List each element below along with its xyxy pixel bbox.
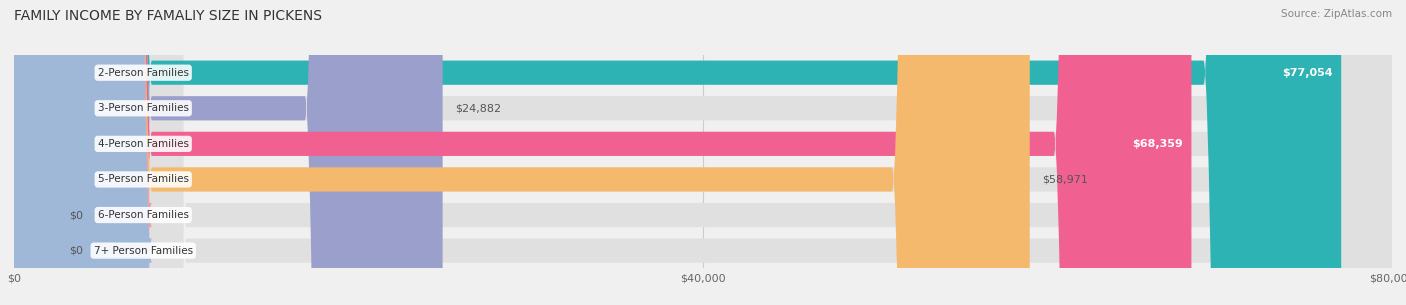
Text: 3-Person Families: 3-Person Families bbox=[98, 103, 188, 113]
FancyBboxPatch shape bbox=[14, 0, 1392, 305]
Text: 4-Person Families: 4-Person Families bbox=[98, 139, 188, 149]
Text: 2-Person Families: 2-Person Families bbox=[98, 68, 188, 78]
Text: Source: ZipAtlas.com: Source: ZipAtlas.com bbox=[1281, 9, 1392, 19]
Text: 6-Person Families: 6-Person Families bbox=[98, 210, 188, 220]
FancyBboxPatch shape bbox=[14, 0, 1392, 305]
FancyBboxPatch shape bbox=[0, 0, 152, 305]
Text: $24,882: $24,882 bbox=[454, 103, 501, 113]
Text: FAMILY INCOME BY FAMALIY SIZE IN PICKENS: FAMILY INCOME BY FAMALIY SIZE IN PICKENS bbox=[14, 9, 322, 23]
FancyBboxPatch shape bbox=[14, 0, 1392, 305]
FancyBboxPatch shape bbox=[14, 0, 1392, 305]
Text: $0: $0 bbox=[69, 246, 83, 256]
Text: $0: $0 bbox=[69, 210, 83, 220]
Text: $77,054: $77,054 bbox=[1282, 68, 1333, 78]
Text: $68,359: $68,359 bbox=[1132, 139, 1182, 149]
FancyBboxPatch shape bbox=[14, 0, 1029, 305]
FancyBboxPatch shape bbox=[14, 0, 443, 305]
Text: 5-Person Families: 5-Person Families bbox=[98, 174, 188, 185]
FancyBboxPatch shape bbox=[14, 0, 1392, 305]
FancyBboxPatch shape bbox=[0, 0, 152, 305]
Text: $58,971: $58,971 bbox=[1042, 174, 1088, 185]
FancyBboxPatch shape bbox=[14, 0, 1341, 305]
FancyBboxPatch shape bbox=[14, 0, 1191, 305]
FancyBboxPatch shape bbox=[14, 0, 1392, 305]
Text: 7+ Person Families: 7+ Person Families bbox=[94, 246, 193, 256]
